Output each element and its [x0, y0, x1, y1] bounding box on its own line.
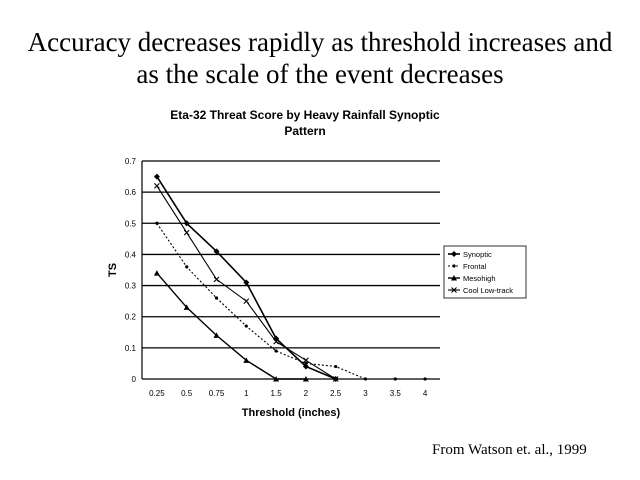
chart-title-line-1: Eta-32 Threat Score by Heavy Rainfall Sy…: [170, 108, 440, 122]
data-point: [303, 357, 309, 364]
legend-entry: Cool Low-track: [448, 286, 513, 295]
x-tick-label: 3: [363, 389, 368, 398]
series-line: [156, 222, 426, 380]
x-axis-label: Threshold (inches): [242, 407, 341, 419]
y-axis-label: TS: [107, 263, 119, 277]
x-tick-label: 4: [423, 389, 428, 398]
slide-title: Accuracy decreases rapidly as threshold …: [0, 26, 640, 90]
data-point: [273, 376, 280, 382]
data-point: [183, 220, 190, 227]
x-tick-label: 1: [244, 389, 249, 398]
data-point: [451, 275, 457, 281]
axis-layer: 0 0.1 0.2 0.3 0.4 0.5 0.6 0.7 0.25 0.5 0.75 1 1.5 2 2.…: [125, 157, 440, 398]
data-point: [423, 377, 427, 381]
series-frontal: [155, 221, 427, 381]
legend-entry: Mesohigh: [448, 274, 496, 283]
y-tick-label: 0: [132, 375, 137, 384]
data-point: [452, 264, 456, 268]
x-tick-label: 0.25: [149, 389, 165, 398]
y-tick-label: 0.7: [125, 157, 137, 166]
chart-title-line-2: Pattern: [284, 124, 325, 138]
data-point: [155, 221, 159, 225]
data-point: [153, 270, 160, 276]
y-tick-label: 0.3: [125, 282, 137, 291]
data-point: [243, 298, 250, 305]
x-tick-label: 0.5: [181, 389, 193, 398]
y-tick-label: 0.1: [125, 344, 137, 353]
data-point: [273, 338, 279, 345]
series-cool-low-track: [154, 183, 339, 382]
x-tick-label: 0.75: [209, 389, 225, 398]
legend-label: Synoptic: [463, 250, 492, 259]
data-point: [243, 357, 250, 363]
series-line: [156, 176, 337, 380]
x-tick-label: 2.5: [330, 389, 342, 398]
legend: Synoptic Frontal Mesohigh Cool Low-track: [443, 245, 527, 299]
data-point: [332, 376, 339, 382]
series-layer: [153, 173, 427, 382]
y-tick-label: 0.2: [125, 313, 137, 322]
series-synoptic: [153, 173, 339, 382]
y-tick-label: 0.6: [125, 188, 137, 197]
data-point: [304, 361, 308, 366]
data-point: [185, 265, 189, 269]
data-point: [451, 287, 457, 293]
series-line: [156, 272, 306, 380]
data-point: [183, 229, 190, 236]
source-citation: From Watson et. al., 1999: [432, 442, 587, 458]
data-point: [213, 332, 220, 338]
y-tick-label: 0.4: [125, 250, 137, 259]
x-tick-label: 2: [304, 389, 309, 398]
series-mesohigh: [153, 270, 309, 382]
data-point: [153, 173, 160, 180]
y-tick-label: 0.5: [125, 219, 137, 228]
data-point: [302, 363, 309, 370]
data-point: [302, 376, 309, 382]
x-tick-label: 1.5: [271, 389, 283, 398]
data-point: [243, 279, 250, 286]
x-tick-label: 3.5: [390, 389, 402, 398]
data-point: [393, 377, 397, 381]
data-point: [334, 364, 338, 369]
data-point: [363, 377, 368, 381]
data-point: [451, 251, 457, 257]
legend-label: Mesohigh: [463, 274, 496, 283]
grid-layer: [142, 160, 440, 349]
legend-label: Frontal: [463, 262, 487, 271]
data-point: [274, 349, 278, 353]
legend-entry: Synoptic: [448, 250, 492, 259]
data-point: [214, 296, 219, 300]
slide-title-line-2: as the scale of the event decreases: [136, 59, 504, 89]
slide-title-line-1: Accuracy decreases rapidly as threshold …: [27, 27, 613, 57]
legend-label: Cool Low-track: [463, 286, 513, 295]
data-point: [244, 324, 248, 328]
data-point: [213, 248, 220, 255]
legend-entry: Frontal: [448, 262, 487, 271]
data-point: [183, 304, 190, 310]
data-point: [213, 276, 220, 283]
data-point: [154, 183, 160, 189]
